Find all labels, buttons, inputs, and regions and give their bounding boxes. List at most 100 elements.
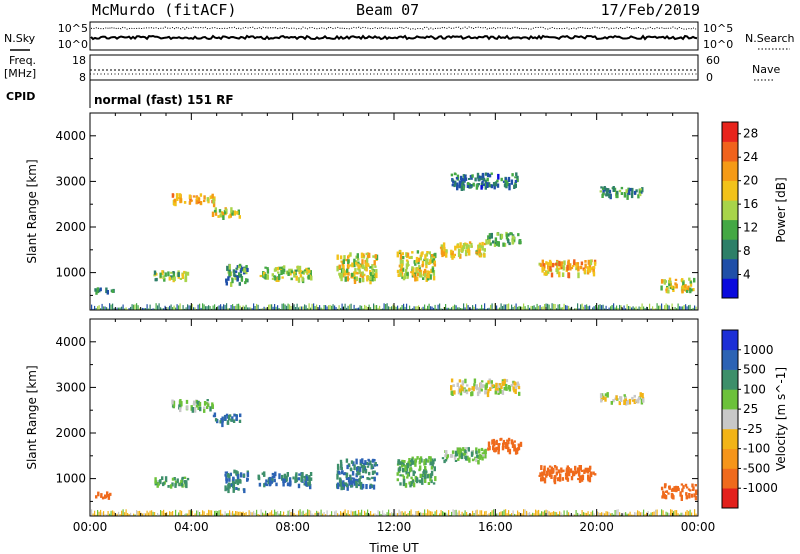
ground-scatter-cell — [527, 305, 529, 310]
ground-scatter-cell — [181, 510, 183, 516]
echo-cell — [95, 495, 98, 499]
ground-scatter-cell — [143, 513, 145, 516]
ground-scatter-cell — [308, 303, 310, 310]
echo-cell — [167, 271, 170, 277]
echo-cell — [513, 381, 516, 386]
echo-cell — [401, 267, 405, 272]
ground-scatter-cell — [328, 515, 330, 516]
echo-cell — [456, 450, 460, 455]
y-axis-label: Slant Range [km] — [25, 365, 39, 469]
ground-scatter-cell — [275, 306, 277, 310]
echo-cell — [671, 285, 674, 289]
echo-cell — [341, 470, 344, 474]
echo-cell — [356, 263, 359, 267]
ground-scatter-cell — [133, 513, 135, 516]
ground-scatter-cell — [503, 304, 505, 310]
x-tick-label: 20:00 — [579, 520, 614, 534]
station-title: McMurdo (fitACF) — [92, 1, 237, 19]
ground-scatter-cell — [269, 512, 271, 516]
ground-scatter-cell — [211, 510, 213, 516]
echo-cell — [99, 287, 102, 292]
echo-cell — [477, 183, 481, 186]
ground-scatter-cell — [226, 303, 228, 310]
ground-scatter-cell — [545, 509, 547, 516]
echo-cell — [517, 445, 521, 451]
echo-cell — [226, 473, 230, 478]
echo-cell — [592, 271, 596, 277]
echo-cell — [514, 389, 517, 394]
colorbar-swatch — [722, 180, 738, 201]
ground-scatter-cell — [190, 510, 192, 516]
colorbar-swatch — [722, 239, 738, 260]
freq-label: Freq. — [9, 54, 36, 67]
echo-cell — [336, 482, 340, 486]
echo-cell — [340, 272, 344, 278]
ground-scatter-cell — [487, 308, 489, 310]
ground-scatter-cell — [299, 306, 301, 310]
ground-scatter-cell — [169, 511, 171, 516]
echo-cell — [468, 387, 471, 392]
ground-scatter-cell — [184, 513, 186, 516]
ground-scatter-cell — [349, 304, 351, 310]
echo-cell — [282, 478, 285, 483]
echo-cell — [475, 384, 478, 390]
echo-cell — [359, 271, 363, 277]
ground-scatter-cell — [689, 509, 691, 516]
echo-cell — [236, 265, 239, 268]
ground-scatter-cell — [188, 305, 190, 310]
echo-cell — [572, 265, 575, 268]
echo-cell — [308, 479, 311, 484]
ground-scatter-cell — [523, 303, 525, 310]
echo-cell — [206, 399, 209, 402]
ground-scatter-cell — [122, 304, 124, 310]
ground-scatter-cell — [340, 308, 342, 310]
ground-scatter-cell — [544, 510, 546, 516]
ground-scatter-cell — [325, 514, 327, 516]
ground-scatter-cell — [353, 304, 355, 310]
echo-cell — [354, 268, 357, 272]
echo-cell — [456, 447, 460, 452]
ground-scatter-cell — [551, 512, 553, 516]
ground-scatter-cell — [643, 306, 645, 310]
echo-region — [538, 465, 597, 485]
echo-cell — [630, 193, 634, 199]
echo-cell — [467, 182, 470, 185]
echo-cell — [670, 489, 674, 492]
echo-cell — [273, 268, 277, 272]
echo-cell — [600, 398, 603, 403]
echo-cell — [510, 179, 514, 185]
echo-cell — [478, 388, 481, 394]
ground-scatter-cell — [341, 512, 343, 516]
ground-scatter-cell — [233, 306, 235, 310]
echo-cell — [511, 240, 515, 244]
echo-cell — [560, 261, 563, 268]
ground-scatter-cell — [199, 303, 201, 310]
echo-cell — [513, 389, 516, 393]
echo-cell — [181, 273, 184, 279]
echo-region — [660, 277, 696, 294]
echo-cell — [278, 266, 281, 270]
echo-cell — [405, 467, 408, 471]
echo-cell — [429, 476, 432, 482]
echo-cell — [211, 404, 214, 409]
echo-cell — [457, 248, 461, 254]
echo-cell — [363, 467, 366, 471]
ground-scatter-cell — [482, 308, 484, 310]
ground-scatter-cell — [136, 510, 138, 516]
echo-cell — [503, 242, 507, 247]
echo-cell — [263, 471, 266, 477]
ground-scatter-cell — [263, 306, 265, 310]
echo-cell — [557, 469, 561, 474]
echo-cell — [171, 399, 174, 405]
echo-cell — [592, 267, 595, 274]
ground-scatter-cell — [481, 304, 483, 310]
ground-scatter-cell — [590, 511, 592, 516]
ground-scatter-cell — [412, 513, 414, 516]
echo-cell — [283, 473, 287, 479]
ground-scatter-cell — [557, 304, 559, 310]
ground-scatter-cell — [185, 307, 187, 310]
ground-scatter-cell — [145, 513, 147, 516]
echo-cell — [682, 485, 685, 489]
echo-cell — [366, 477, 369, 480]
echo-cell — [685, 492, 688, 496]
